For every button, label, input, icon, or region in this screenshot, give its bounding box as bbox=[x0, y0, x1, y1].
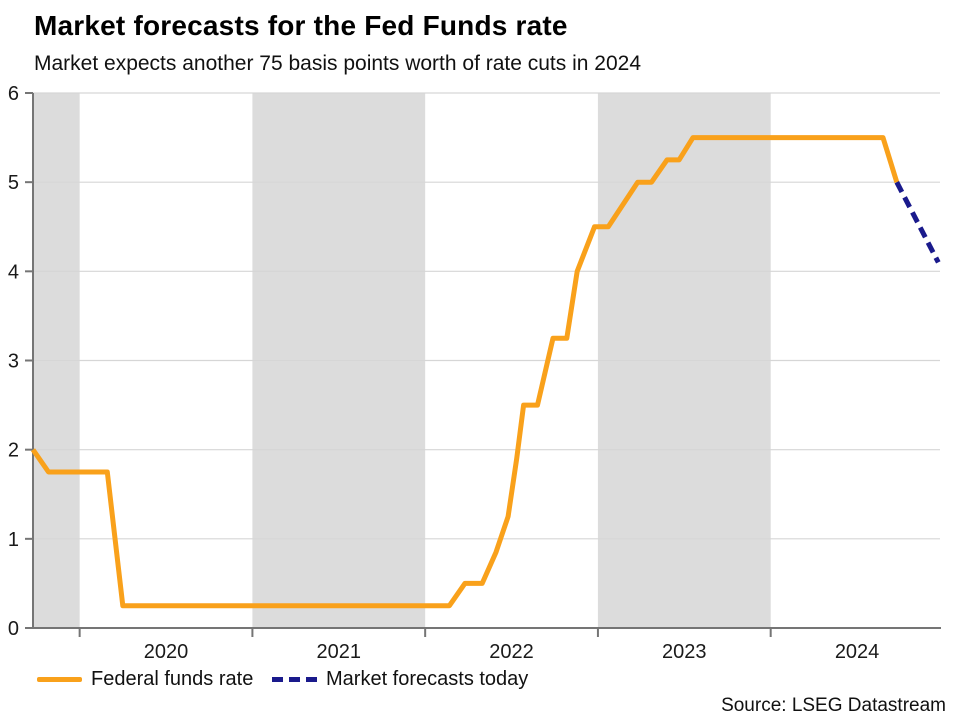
legend-label-market-forecasts: Market forecasts today bbox=[326, 667, 529, 690]
y-tick-label: 0 bbox=[8, 618, 19, 640]
y-tick-label: 4 bbox=[8, 261, 19, 283]
legend-item-federal-funds-rate: Federal funds rate bbox=[37, 666, 253, 692]
source-attribution: Source: LSEG Datastream bbox=[721, 695, 946, 716]
dashed-line-swatch-icon bbox=[272, 676, 317, 682]
legend-item-market-forecasts: Market forecasts today bbox=[272, 666, 528, 692]
data-series bbox=[30, 135, 941, 609]
y-tick-label: 3 bbox=[8, 351, 19, 373]
axis-ticks bbox=[25, 92, 772, 637]
x-tick-label: 2020 bbox=[144, 641, 189, 663]
x-tick-label: 2024 bbox=[835, 641, 880, 663]
solid-line-swatch-icon bbox=[37, 676, 82, 682]
y-tick-label: 2 bbox=[8, 440, 19, 462]
y-tick-label: 6 bbox=[8, 83, 19, 105]
x-tick-label: 2021 bbox=[317, 641, 362, 663]
y-tick-label: 5 bbox=[8, 172, 19, 194]
axis-tick-labels: 0 1 2 3 4 5 6 2020 2021 2022 2023 2024 bbox=[8, 83, 879, 663]
chart-subtitle: Market expects another 75 basis points w… bbox=[34, 52, 642, 75]
x-tick-label: 2023 bbox=[662, 641, 707, 663]
chart-title: Market forecasts for the Fed Funds rate bbox=[34, 10, 568, 41]
x-tick-label: 2022 bbox=[489, 641, 534, 663]
gridlines bbox=[33, 92, 940, 540]
y-tick-label: 1 bbox=[8, 529, 19, 551]
series-federal-funds-rate bbox=[30, 135, 900, 609]
legend: Federal funds rate Market forecasts toda… bbox=[0, 666, 960, 692]
series-market-forecasts-today bbox=[894, 181, 941, 264]
legend-label-federal-funds-rate: Federal funds rate bbox=[91, 667, 254, 690]
